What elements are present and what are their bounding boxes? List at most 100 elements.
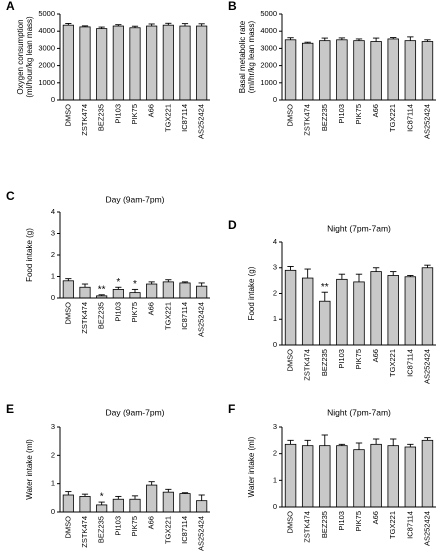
bar [112, 25, 124, 101]
bar [96, 28, 108, 101]
y-tick-label: 1 [273, 475, 277, 484]
bar [336, 39, 348, 101]
y-tick-label: 5000 [38, 9, 55, 18]
x-tick-label: PI103 [113, 302, 122, 322]
bar [336, 445, 348, 508]
y-tick-label: 4 [273, 237, 277, 246]
bar [404, 40, 417, 101]
y-tick-label: 0 [273, 340, 277, 349]
bar [319, 445, 331, 508]
x-tick-label: A66 [371, 104, 380, 117]
x-tick-label: ZSTK474 [80, 516, 89, 548]
x-tick-label: A66 [147, 104, 156, 117]
x-tick-label: ZSTK474 [80, 302, 89, 334]
y-tick-label: 4 [51, 207, 55, 216]
y-tick-label: 3 [273, 263, 277, 272]
y-tick-label: 0 [273, 502, 277, 511]
y-tick-label: 1 [273, 314, 277, 323]
x-tick-label: AS252424 [422, 104, 431, 139]
y-tick-label: 2 [273, 449, 277, 458]
bar [370, 41, 382, 101]
y-axis-label: (ml/hour/kg lean mass) [25, 16, 34, 98]
x-tick-label: PI103 [113, 516, 122, 536]
bar [370, 271, 382, 346]
significance: * [133, 279, 137, 290]
bar [112, 288, 124, 299]
bar [179, 282, 191, 299]
y-tick-label: 1000 [38, 78, 55, 87]
bar [129, 498, 141, 513]
y-axis-label: Food intake (g) [25, 228, 34, 282]
bar [301, 445, 314, 508]
bar [387, 38, 399, 101]
bar [62, 24, 74, 101]
x-tick-label: ZSTK474 [80, 104, 89, 136]
x-tick-label: AS252424 [422, 349, 431, 384]
y-tick-label: 0 [51, 95, 55, 104]
y-tick-label: 2 [273, 288, 277, 297]
bar [196, 25, 208, 101]
y-axis-label: Oxygen consumption [16, 19, 25, 94]
x-tick-label: BEZ235 [97, 104, 106, 131]
bar [62, 494, 74, 513]
bar [370, 443, 382, 508]
bar [179, 25, 191, 101]
bar [284, 39, 297, 101]
bar [421, 41, 434, 101]
significance: ** [98, 284, 106, 295]
bar [146, 283, 158, 299]
x-tick-label: IC87114 [405, 349, 414, 377]
y-axis-label: Water intake (ml) [25, 439, 34, 500]
x-tick-label: TGX221 [388, 349, 397, 377]
bar [301, 277, 314, 346]
bar [62, 280, 74, 299]
chart-title: Day (9am-7pm) [105, 194, 164, 204]
bar [146, 25, 158, 101]
y-tick-label: 4000 [260, 26, 277, 35]
significance: ** [321, 282, 329, 293]
bar [196, 285, 208, 299]
x-tick-label: AS252424 [422, 511, 431, 546]
x-tick-label: PI103 [337, 349, 346, 369]
bar [196, 500, 208, 513]
bar [319, 40, 331, 101]
x-tick-label: ZSTK474 [303, 349, 312, 381]
x-tick-label: AS252424 [197, 104, 206, 139]
bar [421, 439, 434, 508]
x-tick-label: PI103 [337, 104, 346, 124]
y-tick-label: 3000 [260, 43, 277, 52]
bar [353, 281, 365, 346]
y-tick-label: 1 [51, 479, 55, 488]
x-tick-label: PIK75 [130, 516, 139, 536]
x-tick-label: IC87114 [180, 104, 189, 132]
y-tick-label: 0 [51, 507, 55, 516]
bar [162, 24, 174, 101]
x-tick-label: ZSTK474 [303, 511, 312, 543]
x-tick-label: PIK75 [130, 302, 139, 322]
x-tick-label: DMSO [63, 302, 72, 325]
x-tick-label: PIK75 [354, 104, 363, 124]
x-tick-label: PIK75 [130, 104, 139, 124]
y-tick-label: 1 [51, 271, 55, 280]
y-tick-label: 2000 [260, 61, 277, 70]
y-tick-label: 0 [273, 95, 277, 104]
x-tick-label: DMSO [286, 349, 295, 372]
x-tick-label: IC87114 [405, 104, 414, 132]
bar [353, 449, 365, 508]
y-tick-label: 2 [51, 450, 55, 459]
panel-letter: F [228, 402, 235, 416]
x-tick-label: AS252424 [197, 302, 206, 337]
bar [79, 26, 91, 101]
x-tick-label: BEZ235 [97, 516, 106, 543]
x-tick-label: PIK75 [354, 511, 363, 531]
x-tick-label: DMSO [286, 104, 295, 127]
x-tick-label: IC87114 [180, 302, 189, 330]
panel-letter: B [228, 0, 237, 13]
bar [387, 275, 399, 346]
bar [79, 496, 91, 513]
bar [79, 286, 91, 299]
chart-title: Night (7pm-7am) [327, 407, 391, 417]
y-tick-label: 4000 [38, 26, 55, 35]
y-tick-label: 3 [273, 422, 277, 431]
x-tick-label: PI103 [113, 104, 122, 124]
